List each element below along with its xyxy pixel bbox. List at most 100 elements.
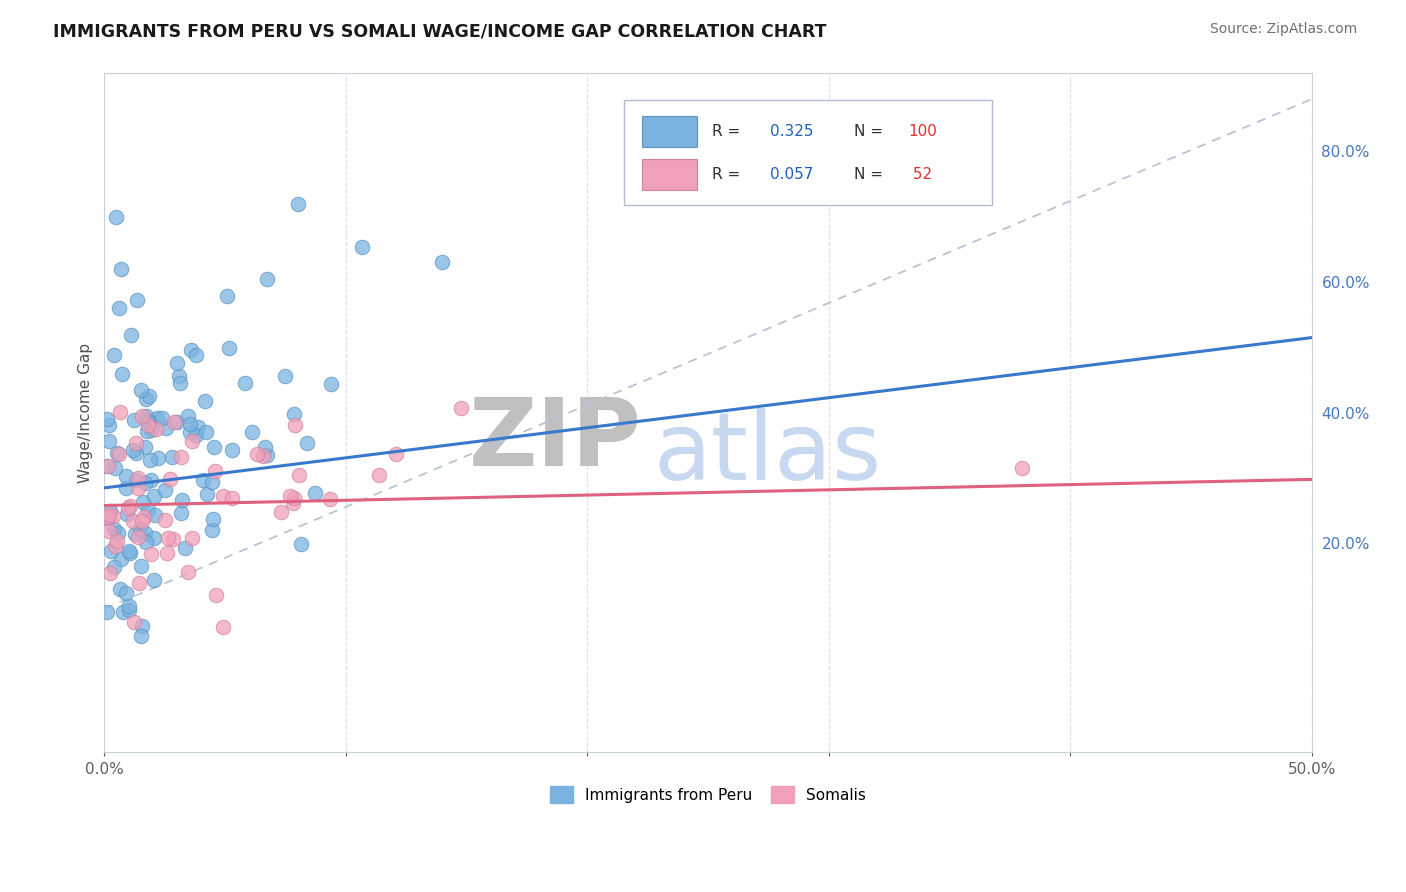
Point <box>194 393 217 408</box>
Point <box>127 530 149 544</box>
FancyBboxPatch shape <box>623 100 991 205</box>
Text: R =: R = <box>711 167 745 182</box>
Point <box>155 420 177 434</box>
Point <box>221 491 243 506</box>
Point <box>136 503 159 517</box>
Point <box>169 376 191 391</box>
Point <box>201 475 224 490</box>
Point <box>253 440 276 454</box>
Point <box>287 196 309 211</box>
Point <box>143 531 166 545</box>
Point <box>100 544 122 558</box>
Point <box>108 301 131 316</box>
Point <box>103 348 125 362</box>
Point <box>352 240 374 254</box>
Point <box>150 410 173 425</box>
Point <box>283 491 305 506</box>
Point <box>195 425 218 439</box>
Point <box>180 434 202 448</box>
Point <box>217 289 239 303</box>
Point <box>179 425 201 439</box>
Text: 52: 52 <box>908 167 932 182</box>
Point <box>432 255 454 269</box>
Point <box>193 473 215 487</box>
Point <box>96 412 118 426</box>
Point <box>218 341 240 355</box>
Point <box>124 615 146 629</box>
Point <box>98 503 121 517</box>
Point <box>201 523 224 537</box>
Point <box>166 415 188 429</box>
Point <box>124 446 146 460</box>
Text: ZIP: ZIP <box>468 394 641 486</box>
Point <box>170 507 193 521</box>
Point <box>179 417 201 432</box>
Point <box>139 547 162 561</box>
Point <box>180 343 202 358</box>
Text: 0.057: 0.057 <box>769 167 813 182</box>
Point <box>110 552 132 566</box>
Point <box>96 509 118 524</box>
Point <box>256 272 278 286</box>
Point <box>96 605 118 619</box>
Point <box>134 526 156 541</box>
Point <box>290 537 312 551</box>
Point <box>132 495 155 509</box>
Point <box>104 461 127 475</box>
Legend: Immigrants from Peru, Somalis: Immigrants from Peru, Somalis <box>544 780 872 809</box>
Point <box>108 447 131 461</box>
Point <box>177 409 200 424</box>
Text: N =: N = <box>853 167 889 182</box>
Point <box>170 450 193 464</box>
Point <box>159 472 181 486</box>
Point <box>136 417 159 432</box>
Point <box>115 469 138 483</box>
Point <box>111 367 134 381</box>
Point <box>181 531 204 545</box>
Point <box>114 481 136 495</box>
Point <box>124 527 146 541</box>
Point <box>385 447 408 461</box>
Y-axis label: Wage/Income Gap: Wage/Income Gap <box>79 343 93 483</box>
FancyBboxPatch shape <box>641 116 697 147</box>
Point <box>205 587 228 601</box>
Text: 100: 100 <box>908 124 938 138</box>
Point <box>98 566 121 580</box>
Point <box>1011 461 1033 475</box>
FancyBboxPatch shape <box>641 159 697 190</box>
Point <box>162 450 184 464</box>
Point <box>319 491 342 506</box>
Point <box>103 509 125 524</box>
Point <box>319 376 342 391</box>
Point <box>287 467 309 482</box>
Point <box>98 524 121 538</box>
Point <box>131 619 153 633</box>
Point <box>141 423 163 437</box>
Point <box>134 440 156 454</box>
Point <box>252 450 274 464</box>
Point <box>129 522 152 536</box>
Point <box>97 508 120 522</box>
Point <box>155 513 177 527</box>
Point <box>115 586 138 600</box>
Point <box>138 389 160 403</box>
Point <box>127 481 149 495</box>
Point <box>368 468 391 483</box>
Point <box>256 448 278 462</box>
Point <box>143 508 166 523</box>
Text: Source: ZipAtlas.com: Source: ZipAtlas.com <box>1209 22 1357 37</box>
Point <box>117 599 139 613</box>
Point <box>118 499 141 513</box>
Point <box>184 348 207 362</box>
Point <box>125 436 148 450</box>
Point <box>111 605 134 619</box>
Point <box>283 407 305 421</box>
Point <box>103 523 125 537</box>
Point <box>134 476 156 491</box>
Point <box>274 369 297 384</box>
Point <box>103 560 125 574</box>
Point <box>195 487 218 501</box>
Point <box>156 545 179 559</box>
Point <box>97 510 120 524</box>
Point <box>204 463 226 477</box>
